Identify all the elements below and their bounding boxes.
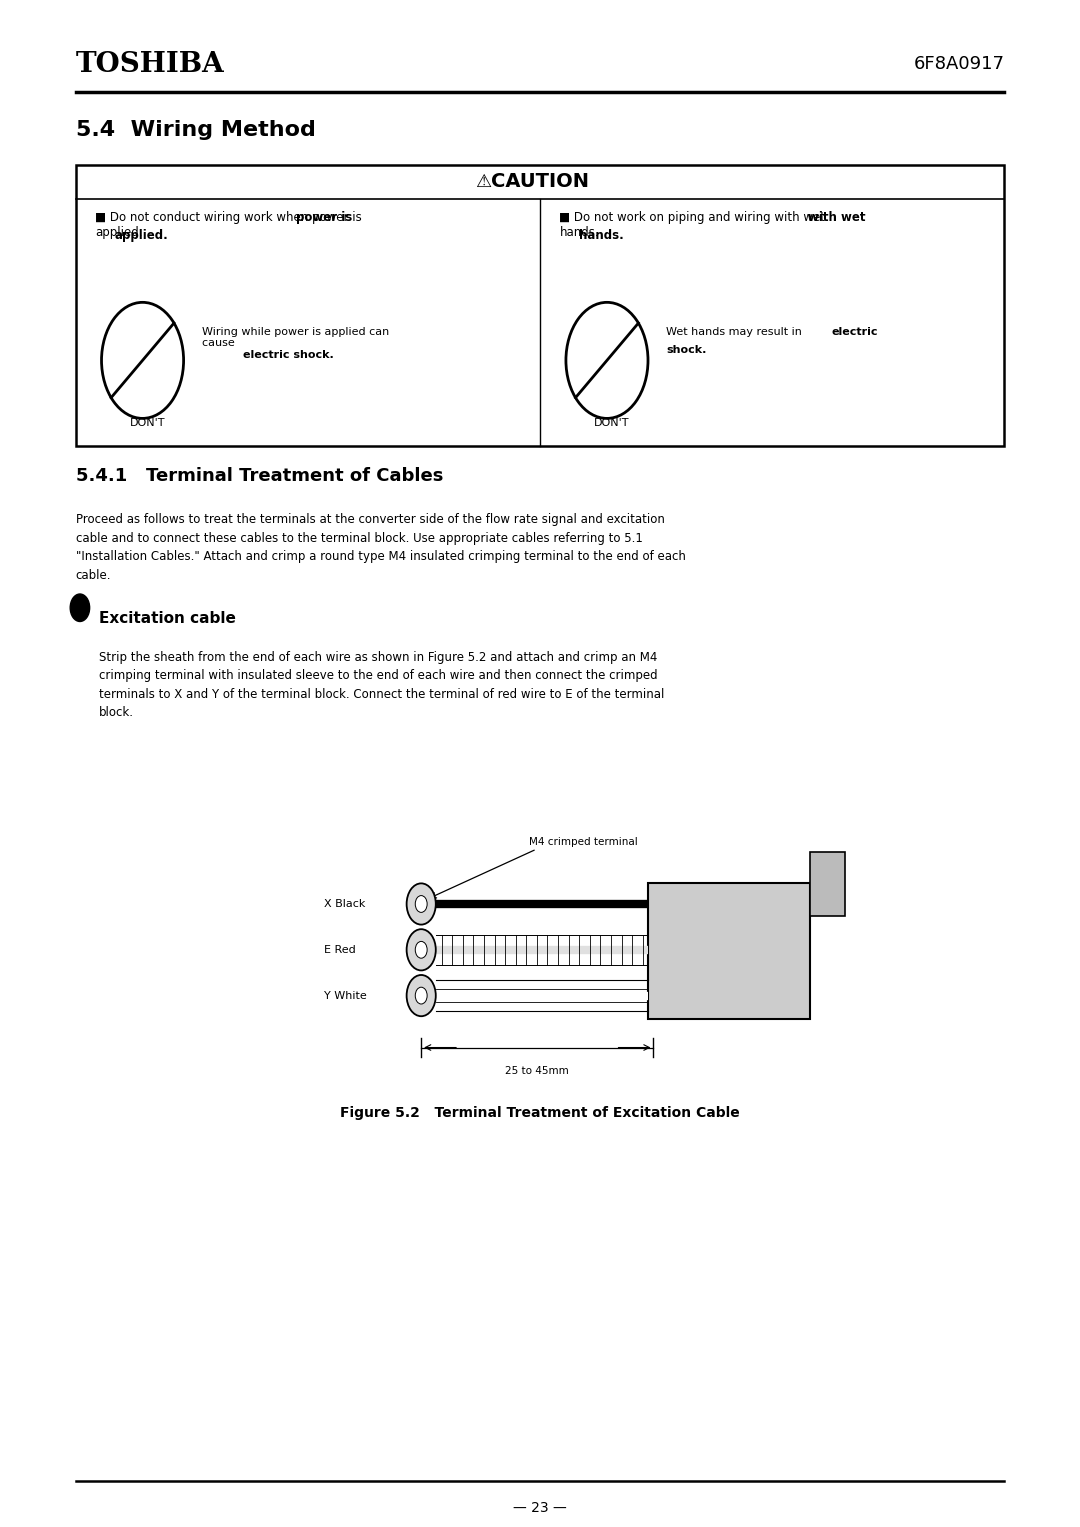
Text: with wet: with wet (808, 211, 865, 224)
Text: electric shock.: electric shock. (243, 350, 334, 360)
Text: hands.: hands. (579, 229, 623, 243)
Text: E Red: E Red (324, 945, 355, 954)
Text: — 23 —: — 23 — (513, 1501, 567, 1515)
Text: Wiring while power is applied can
cause: Wiring while power is applied can cause (202, 327, 389, 348)
Bar (76, 165, 1004, 446)
Text: applied.: applied. (114, 229, 168, 243)
Text: shock.: shock. (666, 345, 706, 356)
Text: Figure 5.2   Terminal Treatment of Excitation Cable: Figure 5.2 Terminal Treatment of Excitat… (340, 1106, 740, 1119)
Text: ■ Do not work on piping and wiring with wet
hands.: ■ Do not work on piping and wiring with … (559, 211, 825, 238)
Text: 5.4.1   Terminal Treatment of Cables: 5.4.1 Terminal Treatment of Cables (76, 467, 443, 486)
Text: electric: electric (832, 327, 878, 337)
Text: 25 to 45mm: 25 to 45mm (505, 1066, 569, 1077)
Circle shape (406, 928, 435, 971)
Bar (648, 883, 810, 1019)
Text: ⚠: ⚠ (475, 173, 491, 191)
Text: power is: power is (296, 211, 352, 224)
Circle shape (415, 941, 428, 959)
Text: X Black: X Black (324, 899, 365, 909)
Text: M4 crimped terminal: M4 crimped terminal (529, 837, 638, 847)
Text: CAUTION: CAUTION (491, 173, 589, 191)
Circle shape (415, 895, 428, 912)
Bar (810, 852, 845, 916)
Text: Wet hands may result in: Wet hands may result in (666, 327, 806, 337)
Text: 6F8A0917: 6F8A0917 (914, 55, 1004, 73)
Text: DON'T: DON'T (594, 418, 630, 429)
Circle shape (406, 976, 435, 1017)
Circle shape (415, 988, 428, 1005)
Text: Strip the sheath from the end of each wire as shown in Figure 5.2 and attach and: Strip the sheath from the end of each wi… (99, 651, 664, 719)
Text: Y White: Y White (324, 991, 367, 1000)
Text: DON'T: DON'T (130, 418, 165, 429)
Text: TOSHIBA: TOSHIBA (76, 50, 225, 78)
Text: 5.4  Wiring Method: 5.4 Wiring Method (76, 119, 315, 140)
Text: Proceed as follows to treat the terminals at the converter side of the flow rate: Proceed as follows to treat the terminal… (76, 513, 686, 582)
Text: ■ Do not conduct wiring work when power is
applied.: ■ Do not conduct wiring work when power … (95, 211, 362, 238)
Circle shape (70, 594, 90, 621)
Text: Excitation cable: Excitation cable (99, 611, 237, 626)
Circle shape (406, 883, 435, 924)
